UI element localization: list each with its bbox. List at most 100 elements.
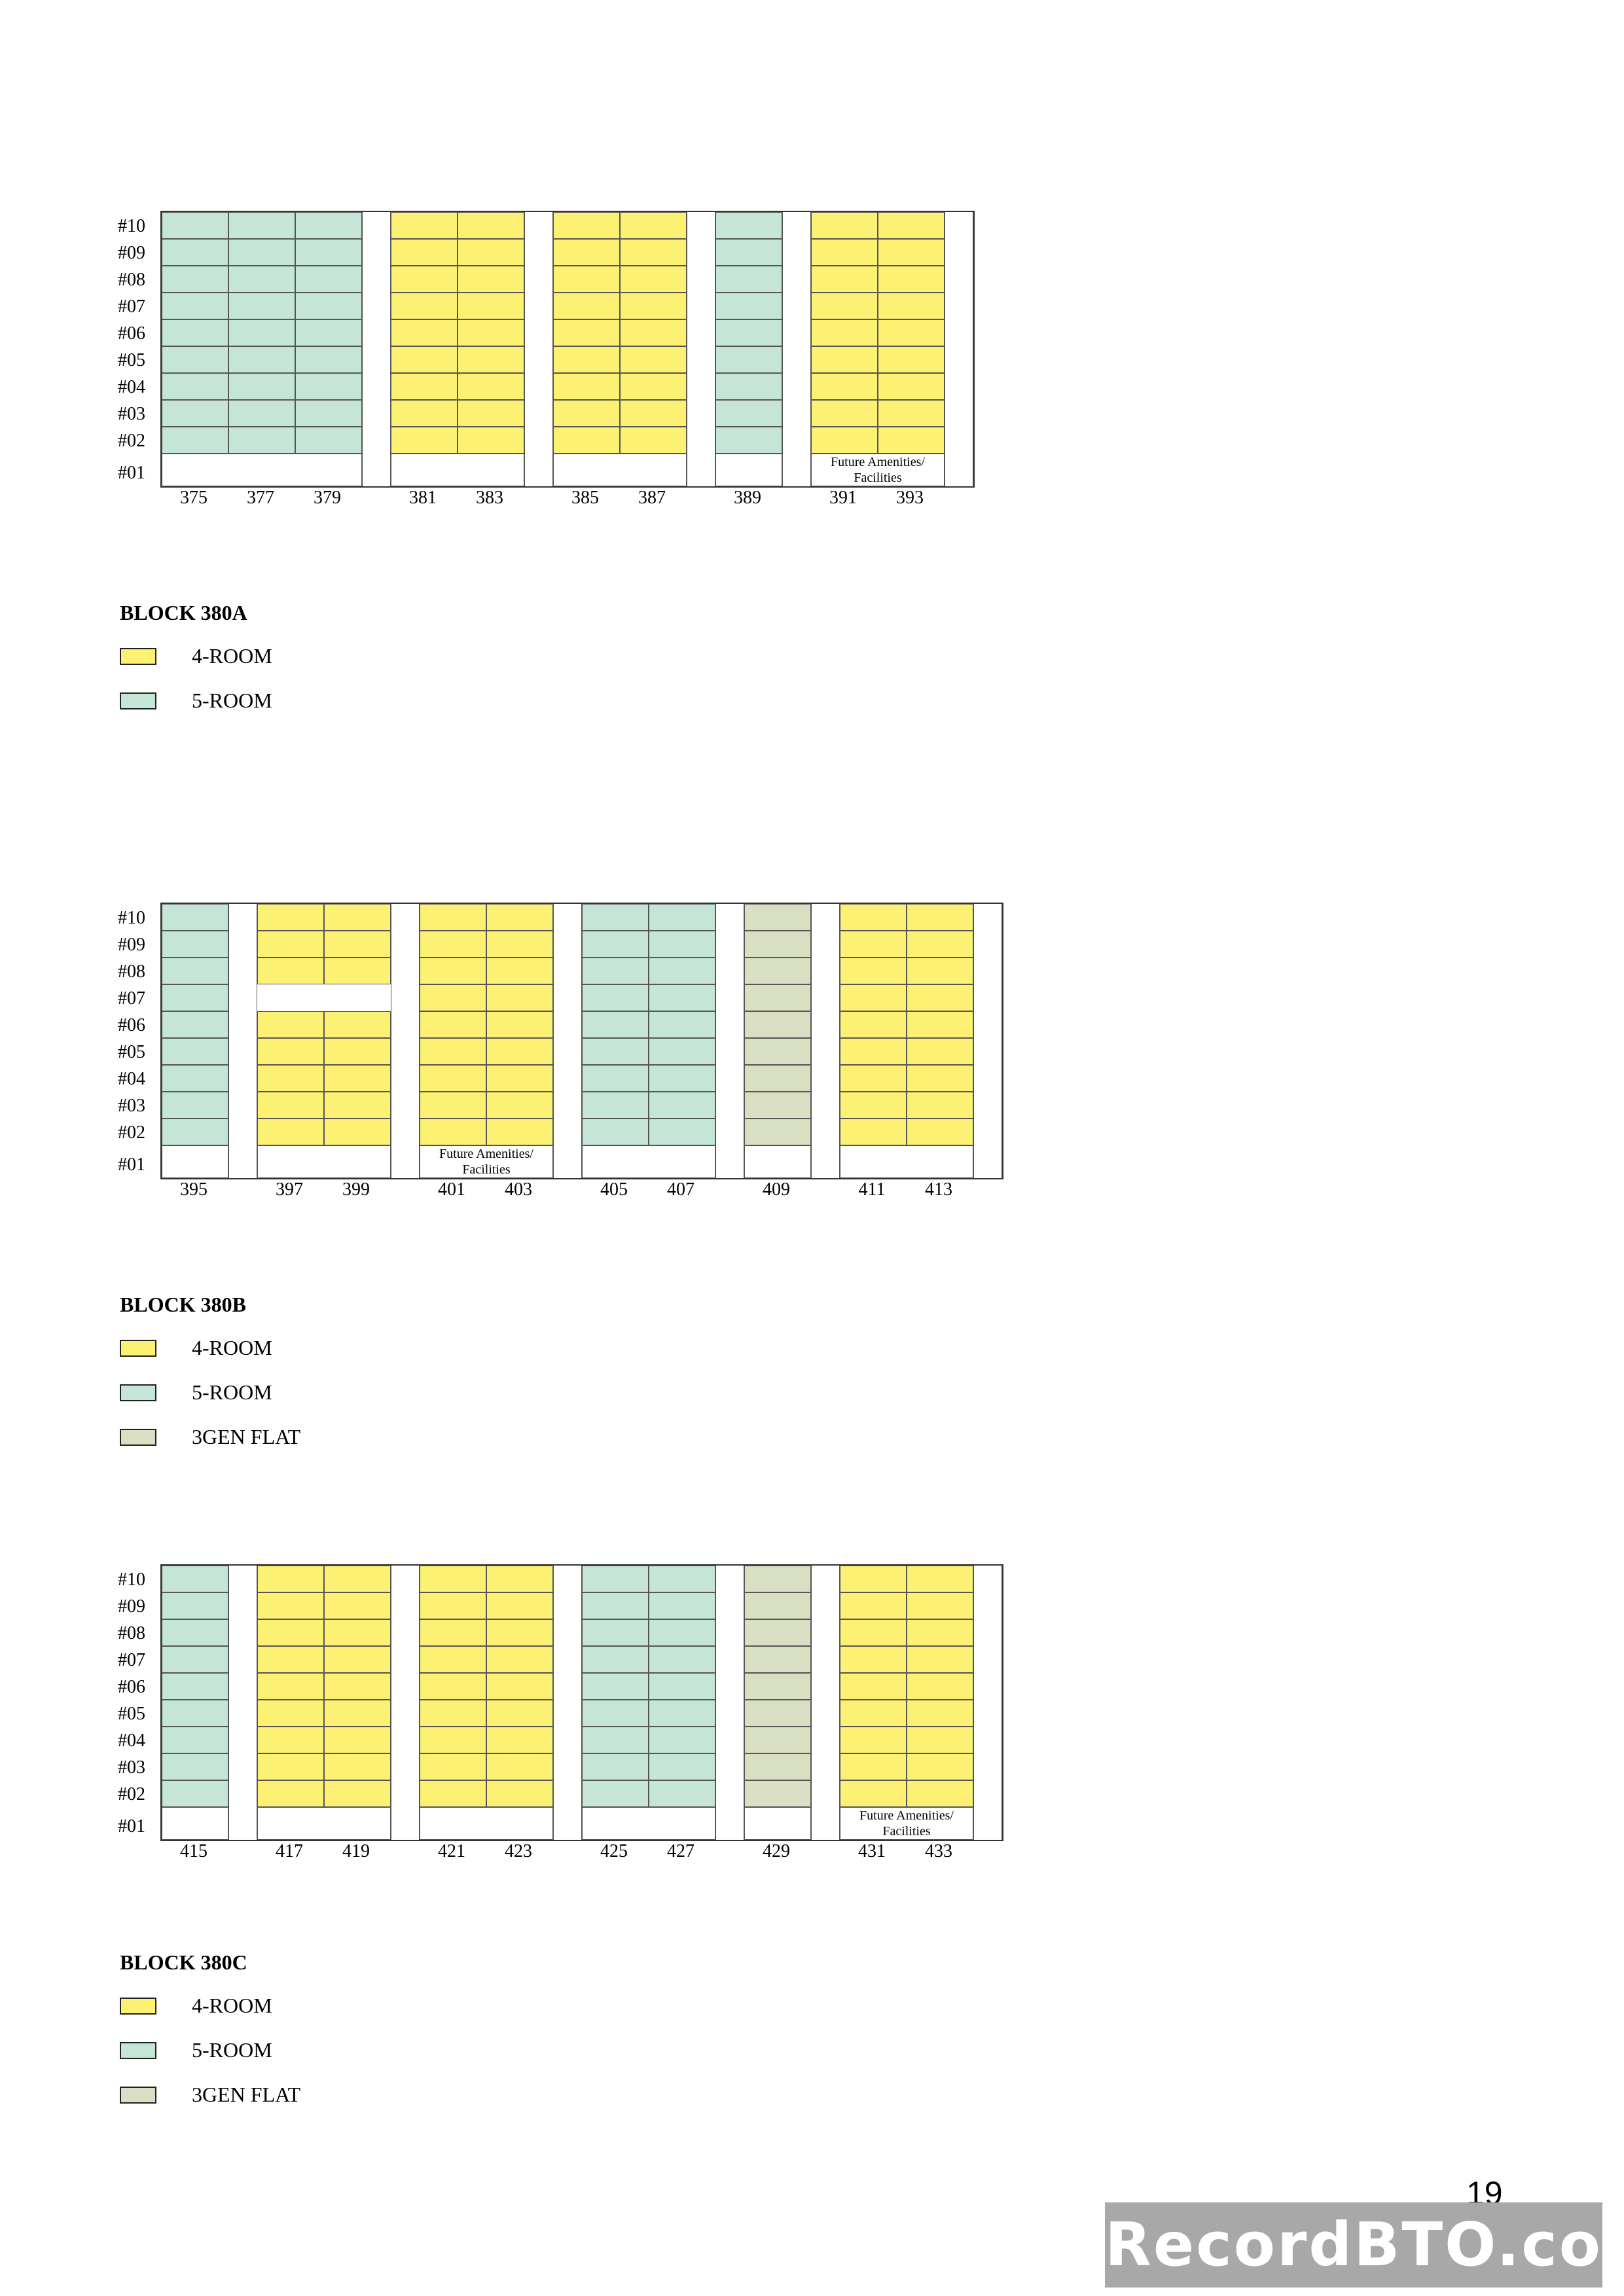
- unit-cell: [582, 1092, 649, 1119]
- unit-cell: [582, 984, 649, 1011]
- unit-cell: [257, 1566, 324, 1592]
- floor-label: #05: [118, 1704, 145, 1724]
- unit-number-label: 421: [438, 1841, 465, 1861]
- unit-cell: [620, 239, 687, 266]
- unit-cell: [840, 958, 907, 984]
- unit-cell: [649, 1700, 715, 1727]
- unit-cell: [553, 239, 620, 266]
- unit-cell: [162, 346, 228, 373]
- unit-cell: [878, 266, 945, 293]
- unit-cell: [162, 1566, 228, 1592]
- unit-cell: [458, 400, 524, 427]
- ground-floor-void: [744, 1145, 811, 1178]
- unit-cell: [649, 931, 715, 958]
- stack-column: [391, 212, 458, 486]
- unit-cell: [257, 931, 324, 958]
- unit-cell: [257, 1592, 324, 1619]
- unit-cell: [162, 1592, 228, 1619]
- legend-label: 4-ROOM: [192, 644, 272, 668]
- stack-column: [907, 1566, 973, 1840]
- unit-cell: [391, 400, 458, 427]
- unit-cell: [907, 1727, 973, 1753]
- unit-cell: [715, 266, 782, 293]
- unit-number-label: 387: [638, 488, 666, 508]
- unit-cell: [458, 346, 524, 373]
- ground-floor-void: [391, 454, 524, 486]
- unit-cell: [486, 1065, 553, 1092]
- unit-cell: [324, 904, 391, 931]
- unit-cell: [324, 1780, 391, 1807]
- unit-cell: [620, 212, 687, 239]
- unit-cell: [744, 1700, 811, 1727]
- unit-cell: [486, 1646, 553, 1673]
- unit-cell: [620, 319, 687, 346]
- unit-cell: [907, 1780, 973, 1807]
- unit-cell: [295, 427, 362, 454]
- stack-gap: [391, 904, 420, 1178]
- legend-swatch: [120, 648, 156, 665]
- unit-number-label: 413: [925, 1179, 952, 1200]
- unit-cell: [257, 1092, 324, 1119]
- stack-column: [744, 1566, 811, 1840]
- unit-cell: [391, 427, 458, 454]
- unit-cell: [744, 1092, 811, 1119]
- unit-cell: [649, 1619, 715, 1646]
- unit-cell: [257, 1727, 324, 1753]
- unit-number-label: 375: [180, 488, 208, 508]
- future-amenities-label: Future Amenities/ Facilities: [811, 454, 945, 486]
- stack-column: [907, 904, 973, 1178]
- legend-label: 3GEN FLAT: [192, 1425, 301, 1448]
- unit-cell: [486, 1011, 553, 1038]
- unit-cell: [649, 1646, 715, 1673]
- unit-cell: [840, 1592, 907, 1619]
- unit-cell: [228, 293, 295, 319]
- ground-floor-void: [257, 1807, 391, 1840]
- unit-cell: [324, 1646, 391, 1673]
- unit-cell: [715, 373, 782, 400]
- stack-gap: [973, 1566, 1002, 1840]
- unit-cell: [553, 319, 620, 346]
- unit-cell: [420, 904, 486, 931]
- stack-gap: [687, 212, 715, 486]
- unit-cell: [840, 1065, 907, 1092]
- unit-cell: [649, 1753, 715, 1780]
- unit-cell: [744, 1619, 811, 1646]
- unit-cell: [162, 400, 228, 427]
- unit-cell: [391, 266, 458, 293]
- legend-swatch: [120, 1340, 156, 1357]
- legend-swatch: [120, 1429, 156, 1446]
- unit-cell: [228, 319, 295, 346]
- unit-cell: [391, 293, 458, 319]
- stack-gap: [715, 1566, 744, 1840]
- legend-item: 4-ROOM: [120, 644, 382, 668]
- unit-cell: [420, 931, 486, 958]
- stack-gap: [553, 904, 582, 1178]
- floor-label: #06: [118, 323, 145, 344]
- stack-column: [582, 1566, 649, 1840]
- unit-cell: [391, 239, 458, 266]
- ground-floor-void: [162, 1145, 228, 1178]
- stack-column: [582, 904, 649, 1178]
- unit-cell: [324, 958, 391, 984]
- unit-cell: [295, 212, 362, 239]
- unit-cell: [162, 1038, 228, 1065]
- stack-column: [420, 904, 486, 1178]
- unit-cell: [811, 266, 878, 293]
- unit-number-label: 433: [925, 1841, 952, 1861]
- stack-gap: [945, 212, 973, 486]
- unit-cell: [744, 1119, 811, 1145]
- unit-cell: [744, 1038, 811, 1065]
- floor-label: #09: [118, 243, 145, 263]
- unit-cell: [907, 958, 973, 984]
- unit-cell: [878, 400, 945, 427]
- unit-cell: [649, 1727, 715, 1753]
- unit-cell: [162, 931, 228, 958]
- unit-cell: [582, 1119, 649, 1145]
- unit-cell: [649, 1119, 715, 1145]
- unit-cell: [420, 1011, 486, 1038]
- ground-floor-void: [744, 1807, 811, 1840]
- unit-cell: [840, 931, 907, 958]
- unit-cell: [878, 427, 945, 454]
- stack-column: [162, 904, 228, 1178]
- unit-cell: [907, 904, 973, 931]
